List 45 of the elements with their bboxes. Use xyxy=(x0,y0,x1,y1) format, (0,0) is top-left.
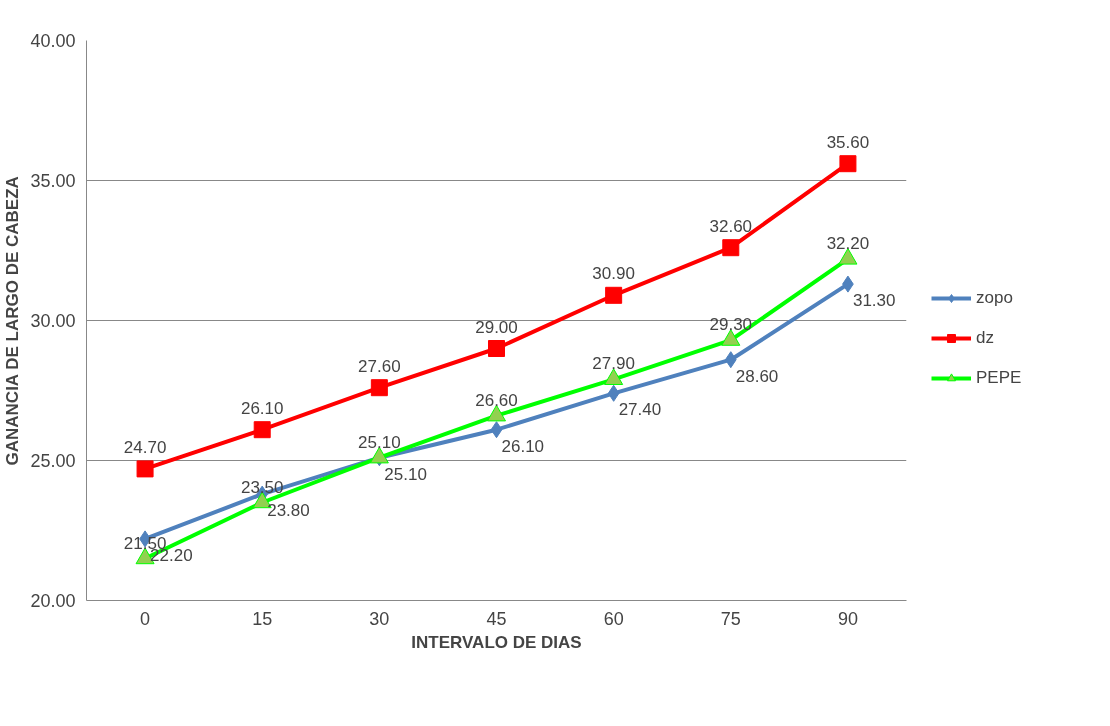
data-label: 32.20 xyxy=(826,233,870,253)
point xyxy=(253,421,271,439)
data-label: 28.60 xyxy=(735,366,779,386)
x-tick-label: 90 xyxy=(837,608,858,629)
point xyxy=(136,460,154,478)
point xyxy=(488,340,505,357)
y-tick-label: 20.00 xyxy=(30,591,76,611)
x-tick-label: 45 xyxy=(486,608,507,629)
data-label: 27.40 xyxy=(618,400,662,420)
point xyxy=(605,286,623,304)
data-label: 31.30 xyxy=(852,291,896,311)
point xyxy=(370,379,388,397)
data-label: 23.80 xyxy=(267,501,310,521)
legend-label: zopo xyxy=(976,288,1013,308)
legend-label: PEPE xyxy=(976,368,1022,388)
y-tick-label: 40.00 xyxy=(30,31,76,51)
x-tick-label: 30 xyxy=(369,608,390,629)
x-tick-label: 75 xyxy=(720,608,741,629)
point xyxy=(722,239,740,257)
data-label: 26.10 xyxy=(501,436,545,456)
y-axis-title: GANANCIA DE LARGO DE CABEZA xyxy=(3,176,23,466)
point xyxy=(490,421,503,439)
data-label: 25.10 xyxy=(358,432,401,452)
y-tick-label: 25.00 xyxy=(30,451,76,471)
data-label: 25.10 xyxy=(384,464,427,484)
point xyxy=(839,155,857,173)
data-label: 26.10 xyxy=(240,398,284,418)
y-tick-label: 30.00 xyxy=(30,311,76,331)
point xyxy=(724,351,737,369)
x-tick-label: 0 xyxy=(140,608,151,629)
data-label: 27.60 xyxy=(358,356,401,376)
y-tick-label: 35.00 xyxy=(30,171,76,191)
legend-label: dz xyxy=(976,328,995,348)
point xyxy=(607,384,620,402)
x-tick-label: 60 xyxy=(603,608,624,629)
x-tick-label: 15 xyxy=(252,608,273,629)
data-label: 32.60 xyxy=(709,216,753,236)
data-label: 24.70 xyxy=(123,437,167,457)
data-label: 26.60 xyxy=(475,390,518,410)
data-label: 35.60 xyxy=(826,132,870,152)
data-label: 27.90 xyxy=(592,354,635,374)
x-axis-title: INTERVALO DE DIAS xyxy=(411,632,582,652)
data-label: 30.90 xyxy=(592,264,635,284)
data-label: 29.00 xyxy=(475,317,518,337)
data-label: 29.30 xyxy=(709,315,753,335)
